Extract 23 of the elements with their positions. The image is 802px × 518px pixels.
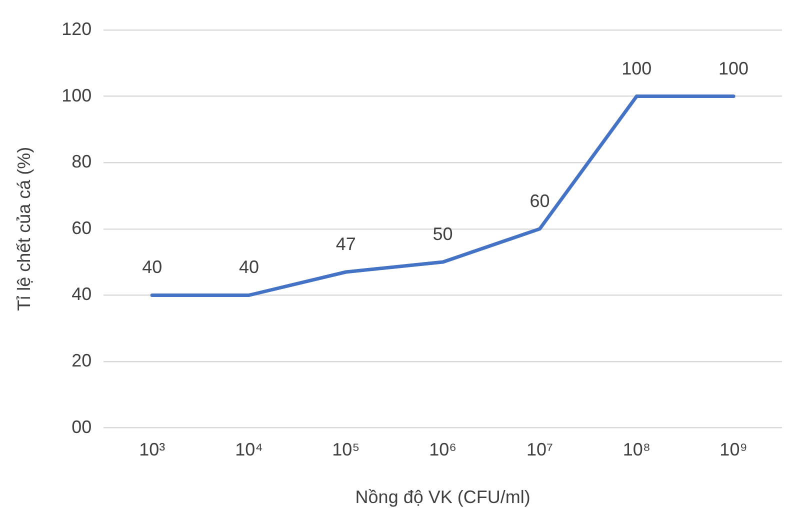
- y-tick-label: 80: [72, 152, 92, 172]
- x-tick-label: 10⁸: [622, 440, 650, 460]
- data-label: 60: [530, 190, 550, 211]
- x-axis-title: Nồng độ VK (CFU/ml): [355, 487, 530, 508]
- y-tick-label: 60: [72, 218, 92, 238]
- y-tick-label: 00: [72, 416, 92, 437]
- data-label: 47: [336, 234, 356, 254]
- y-axis-title: Tỉ lệ chết của cá (%): [14, 146, 34, 311]
- y-tick-label: 20: [72, 350, 92, 370]
- y-tick-label: 100: [62, 85, 92, 106]
- y-tick-label: 40: [72, 284, 92, 304]
- data-label: 100: [718, 58, 749, 78]
- data-label: 100: [622, 58, 652, 78]
- data-label: 40: [238, 257, 260, 278]
- x-tick-label: 10⁶: [429, 440, 457, 460]
- x-tick-label: 10⁵: [332, 440, 360, 460]
- x-tick-label: 10⁹: [720, 440, 748, 460]
- data-label: 40: [142, 257, 162, 278]
- x-tick-label: 10⁷: [526, 440, 553, 460]
- x-tick-label: 10⁴: [235, 440, 263, 460]
- x-tick-label: 10³: [139, 440, 166, 460]
- data-label: 50: [432, 224, 453, 244]
- y-tick-label: 120: [62, 18, 92, 39]
